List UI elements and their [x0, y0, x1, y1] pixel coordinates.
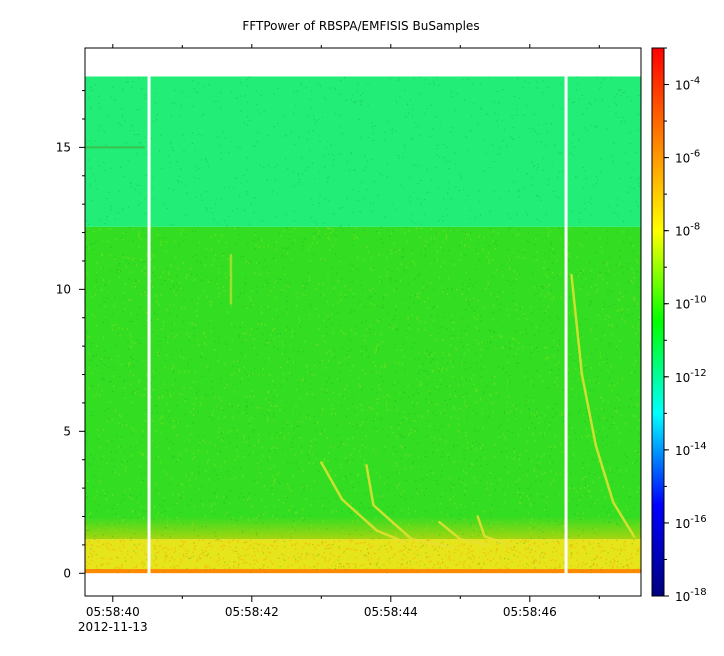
power-band-fade — [85, 516, 641, 540]
feature-chorus-4 — [570, 273, 636, 538]
plot-frame — [84, 47, 642, 597]
feature-chorus-0 — [320, 461, 406, 544]
colorbar-axis: 10-4 10-6 10-8 10-10 10-12 10-14 10-16 10-18 — [664, 47, 707, 604]
feature-chorus-2 — [438, 520, 490, 547]
noise-speckle-light — [85, 226, 641, 541]
no-data-bottom — [85, 573, 641, 596]
power-bands — [85, 76, 641, 574]
x-tick-date-label: 2012-11-13 — [78, 620, 148, 634]
spectrogram-plot-area — [85, 48, 641, 596]
power-band-3 — [85, 569, 641, 574]
colorbar-tick-label: 10-8 — [675, 222, 700, 239]
power-band-0 — [85, 76, 641, 227]
colorbar-tick-label: 10-16 — [675, 514, 707, 531]
colorbar-tick-label: 10-12 — [675, 368, 707, 385]
colorbar-tick-label: 10-14 — [675, 441, 707, 458]
y-tick-label: 15 — [56, 140, 71, 154]
feature-chorus-1 — [365, 464, 455, 549]
x-tick-label: 05:58:46 — [503, 605, 557, 619]
x-tick-label: 05:58:44 — [364, 605, 418, 619]
y-tick-label: 5 — [63, 424, 71, 438]
feature-chorus-3 — [476, 515, 511, 547]
y-tick-label: 10 — [56, 282, 71, 296]
x-tick-label: 05:58:40 — [86, 605, 140, 619]
x-tick-label: 05:58:42 — [225, 605, 279, 619]
colorbar-tick-label: 10-4 — [675, 76, 700, 93]
y-axis: 0 5 10 15 — [56, 90, 85, 580]
chart-title: FFTPower of RBSPA/EMFISIS BuSamples — [242, 19, 479, 33]
power-band-1 — [85, 226, 641, 540]
chorus-features — [85, 146, 636, 549]
y-tick-label: 0 — [63, 566, 71, 580]
power-band-2 — [85, 539, 641, 570]
data-gaps — [85, 48, 641, 596]
colorbar-tick-label: 10-10 — [675, 295, 707, 312]
colorbar-tick-label: 10-18 — [675, 587, 707, 604]
data-gap-1 — [564, 48, 568, 596]
colorbar — [651, 47, 665, 597]
no-data-top — [85, 48, 641, 77]
colorbar-tick-label: 10-6 — [675, 149, 700, 166]
noise-texture — [85, 76, 641, 575]
data-gap-0 — [147, 48, 151, 596]
